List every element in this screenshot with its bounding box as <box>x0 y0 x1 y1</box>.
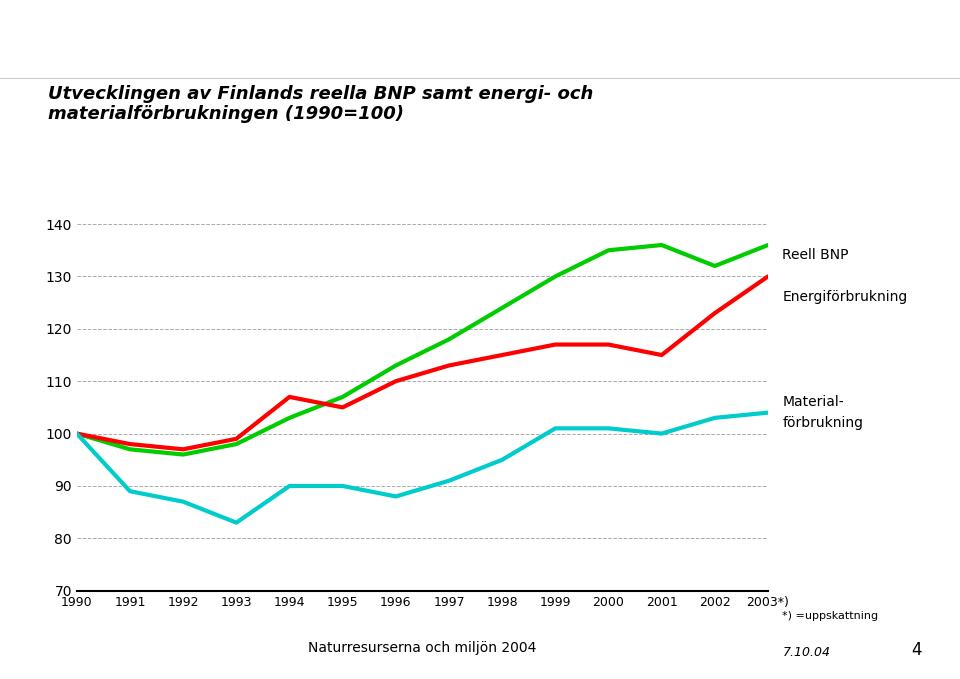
Text: Reell BNP: Reell BNP <box>782 249 849 263</box>
Text: Energiförbrukning: Energiförbrukning <box>782 291 907 304</box>
Text: förbrukning: förbrukning <box>782 416 863 430</box>
Text: Material-: Material- <box>782 395 844 409</box>
Text: 7.10.04: 7.10.04 <box>782 646 830 659</box>
Text: *) =uppskattning: *) =uppskattning <box>782 611 878 621</box>
Text: Naturresurserna och miljön 2004: Naturresurserna och miljön 2004 <box>308 641 537 655</box>
Text: Utvecklingen av Finlands reella BNP samt energi- och: Utvecklingen av Finlands reella BNP samt… <box>48 85 593 103</box>
Text: materialförbrukningen (1990=100): materialförbrukningen (1990=100) <box>48 105 404 124</box>
Text: 4: 4 <box>911 640 922 659</box>
